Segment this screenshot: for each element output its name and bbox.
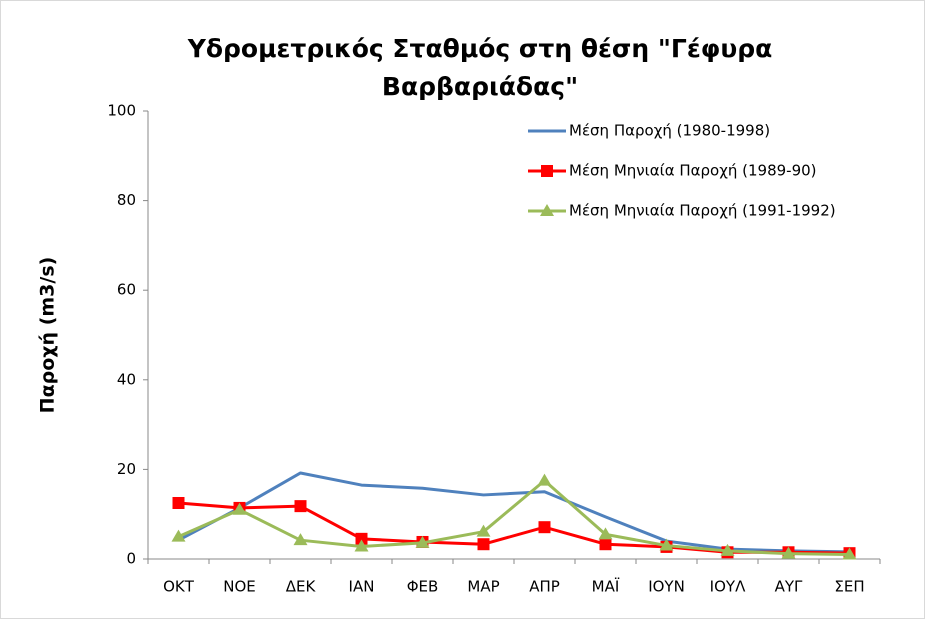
x-tick-label: ΜΑΡ xyxy=(467,578,499,596)
x-tick-label: ΦΕΒ xyxy=(407,578,439,596)
x-tick-label: ΙΟΥΝ xyxy=(648,578,685,596)
x-tick-label: ΔΕΚ xyxy=(286,578,317,596)
y-axis-label: Παροχή (m3/s) xyxy=(37,257,59,414)
data-point xyxy=(293,533,308,546)
data-point xyxy=(781,546,796,559)
data-point xyxy=(415,535,430,548)
data-point xyxy=(598,527,613,540)
data-point xyxy=(720,543,735,556)
data-point xyxy=(172,497,185,509)
data-point xyxy=(538,521,551,534)
data-point xyxy=(354,539,369,552)
x-tick-label: ΣΕΠ xyxy=(834,578,864,596)
data-point xyxy=(355,532,368,545)
x-tick-label: ΜΑΪ xyxy=(592,577,620,596)
series-line xyxy=(177,471,850,554)
legend-marker xyxy=(540,204,554,216)
data-point xyxy=(477,538,490,551)
y-tick-label: 20 xyxy=(117,460,136,478)
data-point xyxy=(476,524,491,537)
legend-marker xyxy=(541,165,553,177)
data-point xyxy=(599,538,612,551)
data-point xyxy=(232,502,247,515)
data-point xyxy=(171,529,186,542)
x-tick-label: ΑΥΓ xyxy=(775,578,803,596)
x-tick-label: ΝΟΕ xyxy=(223,578,256,596)
y-tick-label: 80 xyxy=(117,191,136,209)
legend-label: Μέση Παροχή (1980-1998) xyxy=(569,122,770,140)
data-point xyxy=(294,500,307,513)
y-tick-label: 40 xyxy=(117,370,136,388)
x-tick-label: ΙΟΥΛ xyxy=(710,578,746,596)
data-point xyxy=(537,473,552,486)
data-point xyxy=(842,547,857,560)
y-tick-label: 60 xyxy=(117,281,136,299)
x-tick-label: ΟΚΤ xyxy=(163,578,195,596)
chart-title: Υδρομετρικός Σταθμός στη θέση "Γέφυρα Βα… xyxy=(187,34,773,101)
x-tick-label: ΙΑΝ xyxy=(349,578,375,596)
legend-label: Μέση Μηνιαία Παροχή (1989-90) xyxy=(569,162,817,180)
y-tick-label: 100 xyxy=(107,102,136,120)
data-point xyxy=(659,538,674,551)
y-tick-label: 0 xyxy=(126,550,136,568)
series-line xyxy=(177,479,850,557)
legend-label: Μέση Μηνιαία Παροχή (1991-1992) xyxy=(569,202,836,220)
x-tick-label: ΑΠΡ xyxy=(529,578,560,596)
